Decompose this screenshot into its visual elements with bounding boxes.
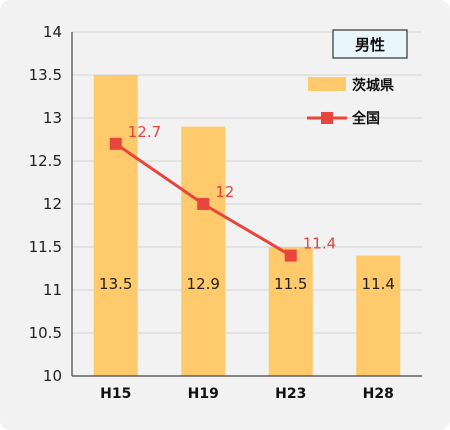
bar-series (93, 75, 401, 376)
line-value-label: 11.4 (303, 235, 336, 253)
y-tick-label: 11 (43, 281, 62, 299)
data-labels: 13.5 12.9 11.5 11.4 12.7 12 11.4 (99, 123, 395, 293)
y-tick-label: 10 (43, 367, 62, 385)
y-tick-label: 14 (43, 23, 62, 41)
x-tick-label: H19 (188, 386, 219, 402)
legend-label-prefecture: 茨城県 (352, 77, 394, 94)
bar-value-label: 11.4 (362, 275, 395, 293)
bar (268, 247, 313, 376)
line-series (109, 137, 297, 262)
line-point (284, 249, 297, 262)
line-value-label: 12 (215, 183, 234, 201)
bar-value-label: 11.5 (274, 275, 307, 293)
x-tick-label: H23 (275, 386, 306, 402)
bar (356, 255, 401, 376)
x-tick-label: H15 (100, 386, 131, 402)
legend-swatch-marker (321, 112, 333, 124)
x-tick-label: H28 (363, 386, 394, 402)
y-tick-label: 11.5 (29, 238, 62, 256)
chart-title: 男性 (355, 36, 385, 54)
y-tick-label: 13 (43, 109, 62, 127)
axes: 10 10.5 11 11.5 12 12.5 13 13.5 14 H15 H19 H23 H28 (29, 23, 422, 402)
bar (181, 126, 226, 376)
legend: 男性 茨城県 全国 (307, 29, 408, 127)
y-tick-label: 12.5 (29, 152, 62, 170)
y-tick-label: 13.5 (29, 66, 62, 84)
y-tick-label: 12 (43, 195, 62, 213)
y-tick-label: 10.5 (29, 324, 62, 342)
bar (93, 75, 138, 376)
chart-title-box (332, 29, 408, 59)
line-point (197, 198, 210, 210)
legend-swatch-bar (308, 77, 346, 91)
line-point (109, 137, 122, 150)
line-value-label: 12.7 (128, 123, 161, 141)
bar-value-label: 12.9 (187, 275, 220, 293)
bar-value-label: 13.5 (99, 275, 132, 293)
legend-label-national: 全国 (351, 110, 380, 127)
